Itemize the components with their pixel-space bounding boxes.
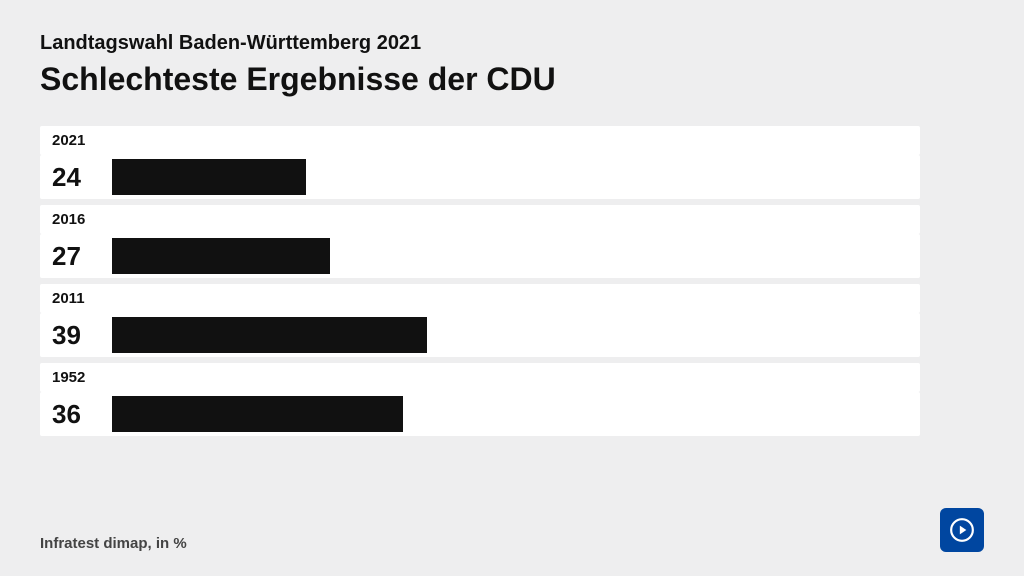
bar-row-track: 24 xyxy=(40,155,920,199)
bar-row-value: 27 xyxy=(52,241,112,272)
bar-fill xyxy=(112,159,306,195)
page: Landtagswahl Baden-Württemberg 2021 Schl… xyxy=(0,0,1024,576)
bar-row: 2016 27 xyxy=(40,205,920,278)
broadcaster-logo xyxy=(940,508,984,552)
chart-subtitle: Landtagswahl Baden-Württemberg 2021 xyxy=(40,32,984,55)
chart-title: Schlechteste Ergebnisse der CDU xyxy=(40,61,984,98)
bar-fill xyxy=(112,238,330,274)
bar-row-value: 24 xyxy=(52,162,112,193)
bar-row-label: 1952 xyxy=(40,363,920,392)
bar-row: 2021 24 xyxy=(40,126,920,199)
bar-row-value: 36 xyxy=(52,399,112,430)
bar-row-track: 39 xyxy=(40,313,920,357)
bar-row: 1952 36 xyxy=(40,363,920,436)
tagesschau-icon xyxy=(949,517,975,543)
bar-fill xyxy=(112,396,403,432)
bar-row-track: 36 xyxy=(40,392,920,436)
bar-row-value: 39 xyxy=(52,320,112,351)
bar-row-label: 2011 xyxy=(40,284,920,313)
bar-fill xyxy=(112,317,427,353)
chart-source-footer: Infratest dimap, in % xyxy=(40,535,187,552)
bar-row-label: 2016 xyxy=(40,205,920,234)
bar-row-track: 27 xyxy=(40,234,920,278)
bar-row: 2011 39 xyxy=(40,284,920,357)
bar-row-label: 2021 xyxy=(40,126,920,155)
bar-chart: 2021 24 2016 27 2011 39 1952 36 xyxy=(40,126,920,436)
